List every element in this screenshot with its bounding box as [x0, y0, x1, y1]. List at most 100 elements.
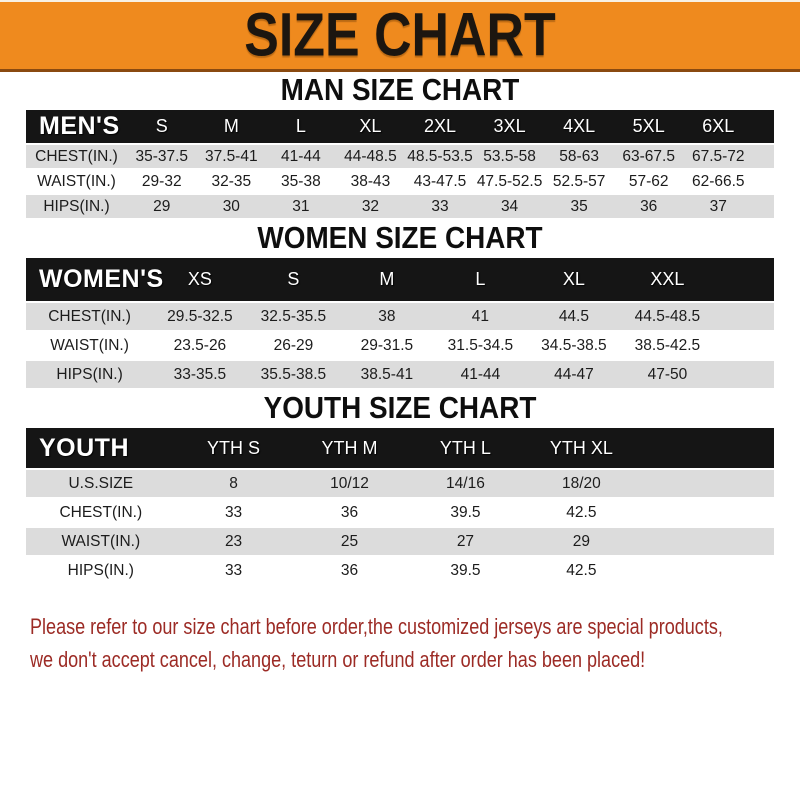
row-trailing-cell [753, 145, 774, 168]
measurement-value-cell: 42.5 [523, 499, 640, 526]
measurement-value-cell: 33 [405, 195, 475, 218]
size-header-row: MEN'S S M L XL 2XL 3XL 4XL 5XL 6XL [26, 110, 774, 143]
size-column-header: M [196, 110, 267, 143]
size-column-header: YTH S [175, 428, 292, 468]
measurement-row: CHEST(IN.) 29.5-32.5 32.5-35.5 38 41 44.5 44.5… [26, 303, 774, 330]
size-column-header: XL [335, 110, 406, 143]
measurement-value-cell: 36 [291, 557, 408, 584]
measurement-value-cell: 35-37.5 [126, 145, 197, 168]
measurement-value-cell: 35 [544, 195, 614, 218]
banner-title: SIZE CHART [244, 0, 556, 69]
size-column-header: YTH XL [523, 428, 640, 468]
table-corner-label: MEN'S [26, 110, 127, 143]
measurement-value-cell: 31.5-34.5 [433, 332, 528, 359]
row-trailing-cell [714, 303, 774, 330]
measurement-value-cell: 8 [175, 470, 292, 497]
measurement-value-cell: 34.5-38.5 [527, 332, 621, 359]
row-trailing-cell [714, 361, 774, 388]
measurement-value-cell: 10/12 [291, 470, 408, 497]
women-size-table: WOMEN'S XS S M L XL XXL CHEST(IN.) 29.5-32.5 32.5… [0, 256, 800, 390]
measurement-value-cell: 27 [407, 528, 524, 555]
measurement-value-cell: 57-62 [613, 170, 684, 193]
size-column-header: 4XL [544, 110, 614, 143]
man-section-title: MAN SIZE CHART [280, 72, 520, 107]
size-column-header: 5XL [613, 110, 684, 143]
measurement-row-label: U.S.SIZE [26, 470, 176, 497]
measurement-value-cell: 38-43 [335, 170, 406, 193]
header-trailing-cell [639, 428, 774, 468]
women-section-title: WOMEN SIZE CHART [257, 220, 543, 255]
size-column-header: M [340, 258, 434, 301]
measurement-value-cell: 52.5-57 [544, 170, 614, 193]
measurement-value-cell: 14/16 [407, 470, 524, 497]
measurement-row-label: CHEST(IN.) [26, 499, 176, 526]
measurement-row-label: CHEST(IN.) [26, 303, 154, 330]
measurement-row: CHEST(IN.) 35-37.5 37.5-41 41-44 44-48.5 48.5… [26, 145, 774, 168]
measurement-value-cell: 44.5 [527, 303, 621, 330]
measurement-value-cell: 32 [335, 195, 406, 218]
measurement-row: WAIST(IN.) 29-32 32-35 35-38 38-43 43-47.5 47.… [26, 170, 774, 193]
size-column-header: XL [527, 258, 621, 301]
measurement-row: CHEST(IN.) 33 36 39.5 42.5 [26, 499, 774, 526]
size-column-header: YTH L [407, 428, 524, 468]
measurement-value-cell: 43-47.5 [405, 170, 475, 193]
measurement-value-cell: 47.5-52.5 [474, 170, 545, 193]
size-header-row: YOUTH YTH S YTH M YTH L YTH XL [26, 428, 774, 468]
measurement-value-cell: 48.5-53.5 [405, 145, 475, 168]
measurement-row: HIPS(IN.) 33 36 39.5 42.5 [26, 557, 774, 584]
measurement-row: U.S.SIZE 8 10/12 14/16 18/20 [26, 470, 774, 497]
size-header-row: WOMEN'S XS S M L XL XXL [26, 258, 774, 301]
size-chart-banner: SIZE CHART [0, 0, 800, 72]
measurement-row-label: WAIST(IN.) [26, 528, 176, 555]
measurement-value-cell: 38.5-42.5 [620, 332, 715, 359]
row-trailing-cell [639, 557, 774, 584]
measurement-value-cell: 67.5-72 [683, 145, 754, 168]
row-trailing-cell [639, 499, 774, 526]
measurement-row-label: CHEST(IN.) [26, 145, 127, 168]
measurement-value-cell: 33 [175, 557, 292, 584]
row-trailing-cell [753, 195, 774, 218]
measurement-value-cell: 23 [175, 528, 292, 555]
header-trailing-cell [714, 258, 774, 301]
measurement-value-cell: 29-31.5 [340, 332, 434, 359]
notice-line-2: we don't accept cancel, change, teturn o… [30, 647, 646, 672]
measurement-value-cell: 38.5-41 [340, 361, 434, 388]
size-column-header: S [246, 258, 341, 301]
measurement-value-cell: 36 [291, 499, 408, 526]
measurement-value-cell: 62-66.5 [683, 170, 754, 193]
measurement-row: HIPS(IN.) 29 30 31 32 33 34 35 36 37 [26, 195, 774, 218]
measurement-value-cell: 29.5-32.5 [153, 303, 247, 330]
measurement-row-label: HIPS(IN.) [26, 195, 127, 218]
size-table: MEN'S S M L XL 2XL 3XL 4XL 5XL 6XL CHEST(IN.) 35-37… [26, 108, 774, 220]
measurement-value-cell: 41 [433, 303, 528, 330]
size-column-header: 6XL [683, 110, 754, 143]
size-column-header: 3XL [474, 110, 545, 143]
measurement-value-cell: 41-44 [266, 145, 336, 168]
row-trailing-cell [639, 470, 774, 497]
measurement-value-cell: 26-29 [246, 332, 341, 359]
measurement-value-cell: 25 [291, 528, 408, 555]
measurement-value-cell: 33-35.5 [153, 361, 247, 388]
measurement-value-cell: 47-50 [620, 361, 715, 388]
size-column-header: S [126, 110, 197, 143]
order-notice: Please refer to our size chart before or… [30, 610, 800, 676]
measurement-value-cell: 37 [683, 195, 754, 218]
measurement-value-cell: 23.5-26 [153, 332, 247, 359]
table-corner-label: WOMEN'S [26, 258, 163, 301]
measurement-value-cell: 42.5 [523, 557, 640, 584]
measurement-value-cell: 38 [340, 303, 434, 330]
header-trailing-cell [753, 110, 774, 143]
measurement-value-cell: 44-47 [527, 361, 621, 388]
measurement-value-cell: 35-38 [266, 170, 336, 193]
size-column-header: XXL [620, 258, 715, 301]
measurement-value-cell: 58-63 [544, 145, 614, 168]
size-column-header: L [433, 258, 528, 301]
measurement-value-cell: 32-35 [196, 170, 267, 193]
measurement-value-cell: 63-67.5 [613, 145, 684, 168]
measurement-value-cell: 32.5-35.5 [246, 303, 341, 330]
measurement-value-cell: 33 [175, 499, 292, 526]
measurement-value-cell: 53.5-58 [474, 145, 545, 168]
measurement-value-cell: 29 [523, 528, 640, 555]
measurement-value-cell: 36 [613, 195, 684, 218]
row-trailing-cell [714, 332, 774, 359]
